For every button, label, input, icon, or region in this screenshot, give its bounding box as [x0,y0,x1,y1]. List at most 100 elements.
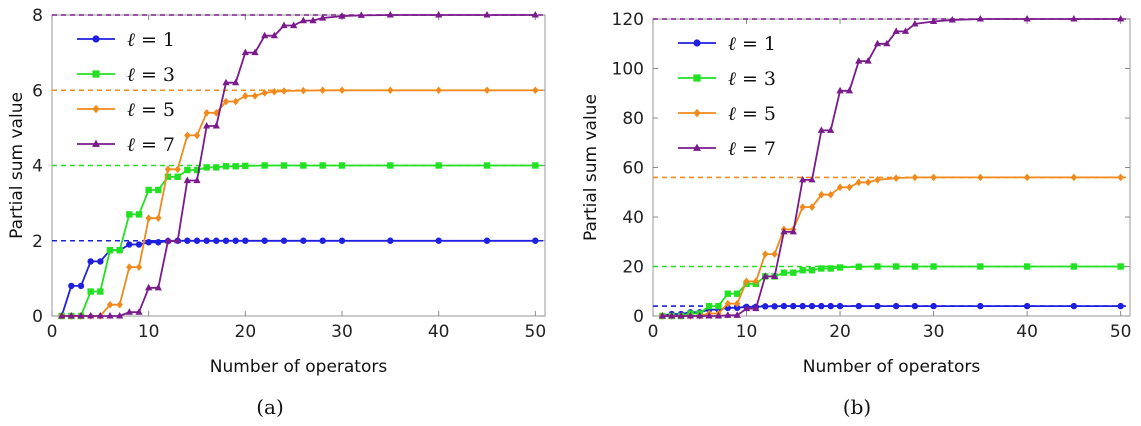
data-point-series-0 [97,258,104,265]
data-point-series-1 [135,211,143,218]
data-point-series-0 [184,237,191,244]
data-point-series-1 [155,186,162,194]
legend-label: ℓ = 5 [127,99,175,121]
data-point-series-0 [483,237,491,244]
data-point-series-3 [742,304,751,312]
data-point-series-2 [116,300,123,309]
data-point-series-1 [808,267,816,274]
data-point-series-0 [77,282,85,290]
legend-label: ℓ = 7 [127,134,175,156]
data-point-series-0 [977,302,984,310]
data-point-series-1 [116,246,123,254]
data-point-series-3 [299,16,307,24]
data-point-series-3 [696,312,704,319]
legend-marker [92,35,100,43]
x-tick-label: 20 [235,322,257,342]
data-point-series-2 [532,86,539,95]
data-point-series-2 [762,250,769,258]
data-point-series-1 [435,162,442,169]
data-point-series-0 [193,237,201,244]
legend-var: ℓ [728,138,736,160]
legend-value: 7 [764,138,776,160]
data-point-series-3 [845,86,854,94]
data-point-series-3 [531,11,539,18]
data-point-series-0 [790,302,797,310]
data-point-series-2 [827,190,834,199]
data-point-series-1 [164,173,172,180]
y-axis-label: Partial sum value [7,92,27,239]
data-point-series-3 [174,236,182,244]
data-point-series-3 [280,21,288,29]
data-point-series-3 [733,311,741,318]
data-point-series-3 [125,308,133,315]
data-point-series-2 [435,86,442,95]
data-point-series-2 [203,109,210,117]
data-point-series-3 [808,175,816,183]
data-point-series-1 [126,211,133,218]
legend-label: ℓ = 1 [728,33,776,55]
x-tick-label: 20 [829,322,851,342]
data-point-series-3 [911,19,919,27]
data-point-series-3 [106,312,114,319]
data-point-series-1 [174,173,181,180]
data-point-series-2 [846,183,853,192]
legend-value: 1 [764,33,776,55]
data-point-series-2 [222,97,230,106]
legend-equals: = [135,99,163,121]
data-point-series-1 [733,290,741,297]
data-point-series-0 [126,241,133,248]
data-point-series-1 [203,164,210,171]
data-point-series-3 [976,15,984,22]
data-point-series-3 [799,175,807,183]
data-point-series-1 [300,162,307,169]
data-point-series-2 [855,178,862,187]
legend-equals: = [736,103,764,125]
data-point-series-3 [135,308,143,315]
data-point-series-2 [280,87,288,95]
data-point-series-3 [270,31,278,39]
data-point-series-2 [261,89,268,97]
data-point-series-1 [532,162,539,169]
data-point-series-3 [357,11,365,18]
legend-var: ℓ [728,33,736,55]
data-point-series-0 [135,241,143,248]
data-point-series-1 [319,162,326,169]
data-point-series-2 [387,86,394,95]
legend-equals: = [736,33,764,55]
x-tick-label: 50 [1110,322,1132,342]
data-point-series-1 [193,166,201,174]
data-point-series-1 [715,302,722,310]
data-point-series-0 [827,302,834,310]
legend-equals: = [135,134,163,156]
y-tick-label: 20 [622,258,644,278]
data-point-series-0 [892,302,900,310]
data-point-series-2 [799,203,806,211]
data-point-series-2 [818,190,825,199]
y-tick-label: 2 [32,232,43,252]
data-point-series-0 [799,302,806,310]
legend-marker [693,74,701,82]
data-point-series-3 [309,16,317,24]
legend-label: ℓ = 3 [127,64,175,86]
data-point-series-2 [864,178,872,187]
data-point-series-3 [232,78,240,86]
data-point-series-0 [532,237,539,244]
data-point-series-0 [1070,302,1078,310]
y-tick-label: 120 [612,10,644,30]
data-point-series-2 [145,214,152,222]
data-point-series-3 [222,78,230,86]
x-tick-label: 30 [923,322,945,342]
data-point-series-2 [724,299,732,308]
data-point-series-0 [261,237,268,244]
data-point-series-2 [193,131,201,140]
data-point-series-3 [251,48,259,56]
data-point-series-2 [106,300,114,309]
legend-var: ℓ [127,29,135,51]
y-tick-label: 4 [32,157,43,177]
data-point-series-3 [77,312,85,319]
data-point-series-3 [789,227,797,235]
data-point-series-2 [808,203,816,211]
legend-marker [92,70,100,78]
